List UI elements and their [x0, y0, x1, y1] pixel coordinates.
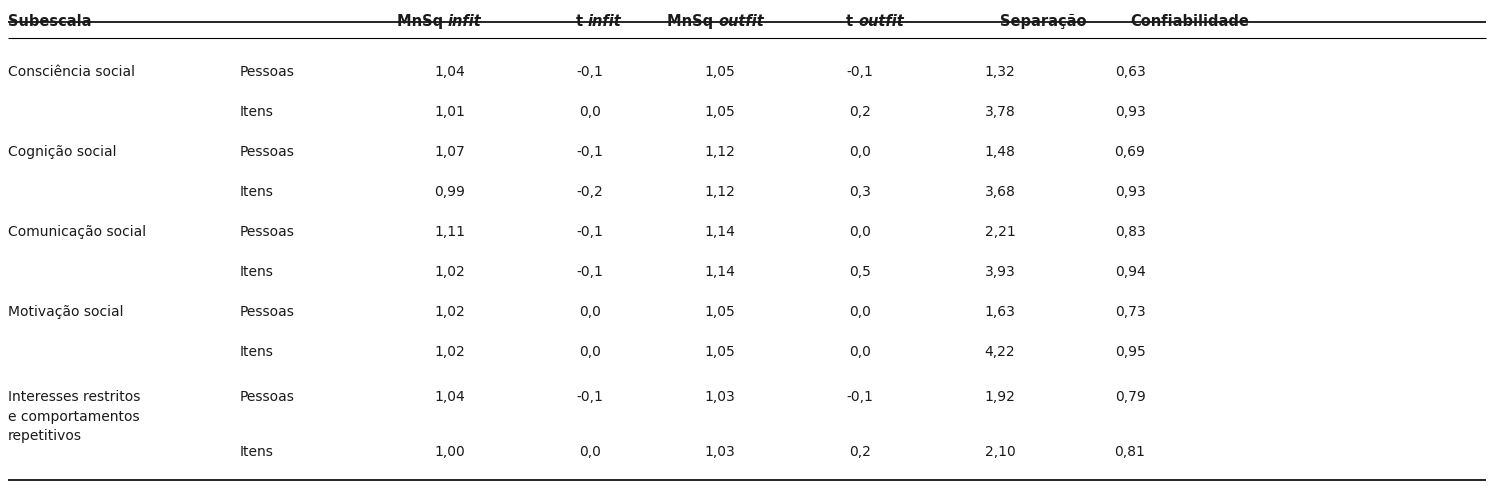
- Text: 0,81: 0,81: [1115, 445, 1146, 459]
- Text: Pessoas: Pessoas: [241, 145, 294, 159]
- Text: 0,0: 0,0: [580, 105, 601, 119]
- Text: 1,00: 1,00: [435, 445, 465, 459]
- Text: Itens: Itens: [241, 265, 273, 279]
- Text: 0,0: 0,0: [849, 345, 871, 359]
- Text: 0,95: 0,95: [1115, 345, 1146, 359]
- Text: Separação: Separação: [999, 14, 1086, 29]
- Text: t: t: [575, 14, 589, 29]
- Text: Cognição social: Cognição social: [7, 145, 117, 159]
- Text: 0,3: 0,3: [849, 185, 871, 199]
- Text: -0,2: -0,2: [577, 185, 604, 199]
- Text: 0,83: 0,83: [1115, 225, 1146, 239]
- Text: 1,14: 1,14: [705, 265, 735, 279]
- Text: -0,1: -0,1: [577, 265, 604, 279]
- Text: MnSq: MnSq: [397, 14, 448, 29]
- Text: 1,12: 1,12: [705, 145, 735, 159]
- Text: infit: infit: [589, 14, 622, 29]
- Text: Itens: Itens: [241, 105, 273, 119]
- Text: 1,07: 1,07: [435, 145, 465, 159]
- Text: 1,03: 1,03: [705, 445, 735, 459]
- Text: 2,10: 2,10: [985, 445, 1016, 459]
- Text: Pessoas: Pessoas: [241, 65, 294, 79]
- Text: -0,1: -0,1: [577, 390, 604, 404]
- Text: 3,68: 3,68: [985, 185, 1016, 199]
- Text: Comunicação social: Comunicação social: [7, 225, 146, 239]
- Text: 1,32: 1,32: [985, 65, 1016, 79]
- Text: Itens: Itens: [241, 185, 273, 199]
- Text: 1,04: 1,04: [435, 390, 465, 404]
- Text: 0,0: 0,0: [580, 305, 601, 319]
- Text: 0,93: 0,93: [1115, 105, 1146, 119]
- Text: Pessoas: Pessoas: [241, 305, 294, 319]
- Text: 0,99: 0,99: [435, 185, 466, 199]
- Text: outfit: outfit: [719, 14, 763, 29]
- Text: 1,02: 1,02: [435, 345, 465, 359]
- Text: Interesses restritos
e comportamentos
repetitivos: Interesses restritos e comportamentos re…: [7, 390, 140, 443]
- Text: -0,1: -0,1: [847, 65, 874, 79]
- Text: 1,48: 1,48: [985, 145, 1016, 159]
- Text: 0,69: 0,69: [1115, 145, 1146, 159]
- Text: Consciência social: Consciência social: [7, 65, 134, 79]
- Text: 1,05: 1,05: [705, 345, 735, 359]
- Text: infit: infit: [448, 14, 481, 29]
- Text: 2,21: 2,21: [985, 225, 1016, 239]
- Text: 1,05: 1,05: [705, 105, 735, 119]
- Text: 1,63: 1,63: [985, 305, 1016, 319]
- Text: -0,1: -0,1: [577, 225, 604, 239]
- Text: 0,2: 0,2: [849, 445, 871, 459]
- Text: 0,79: 0,79: [1115, 390, 1146, 404]
- Text: -0,1: -0,1: [847, 390, 874, 404]
- Text: 0,0: 0,0: [580, 345, 601, 359]
- Text: 1,05: 1,05: [705, 305, 735, 319]
- Text: 0,0: 0,0: [849, 225, 871, 239]
- Text: 0,0: 0,0: [849, 305, 871, 319]
- Text: 1,11: 1,11: [435, 225, 466, 239]
- Text: 1,05: 1,05: [705, 65, 735, 79]
- Text: 0,5: 0,5: [849, 265, 871, 279]
- Text: 0,93: 0,93: [1115, 185, 1146, 199]
- Text: 1,03: 1,03: [705, 390, 735, 404]
- Text: 1,02: 1,02: [435, 305, 465, 319]
- Text: 3,78: 3,78: [985, 105, 1016, 119]
- Text: -0,1: -0,1: [577, 145, 604, 159]
- Text: MnSq: MnSq: [666, 14, 719, 29]
- Text: 0,94: 0,94: [1115, 265, 1146, 279]
- Text: 1,04: 1,04: [435, 65, 465, 79]
- Text: -0,1: -0,1: [577, 65, 604, 79]
- Text: 1,12: 1,12: [705, 185, 735, 199]
- Text: 0,0: 0,0: [849, 145, 871, 159]
- Text: Pessoas: Pessoas: [241, 390, 294, 404]
- Text: 0,0: 0,0: [580, 445, 601, 459]
- Text: Motivação social: Motivação social: [7, 305, 124, 319]
- Text: Itens: Itens: [241, 345, 273, 359]
- Text: Pessoas: Pessoas: [241, 225, 294, 239]
- Text: 3,93: 3,93: [985, 265, 1016, 279]
- Text: outfit: outfit: [858, 14, 904, 29]
- Text: 1,02: 1,02: [435, 265, 465, 279]
- Text: 0,2: 0,2: [849, 105, 871, 119]
- Text: 1,01: 1,01: [435, 105, 466, 119]
- Text: t: t: [846, 14, 858, 29]
- Text: Subescala: Subescala: [7, 14, 91, 29]
- Text: Itens: Itens: [241, 445, 273, 459]
- Text: 0,63: 0,63: [1115, 65, 1146, 79]
- Text: Confiabilidade: Confiabilidade: [1129, 14, 1249, 29]
- Text: 1,92: 1,92: [985, 390, 1016, 404]
- Text: 4,22: 4,22: [985, 345, 1016, 359]
- Text: 0,73: 0,73: [1115, 305, 1146, 319]
- Text: 1,14: 1,14: [705, 225, 735, 239]
